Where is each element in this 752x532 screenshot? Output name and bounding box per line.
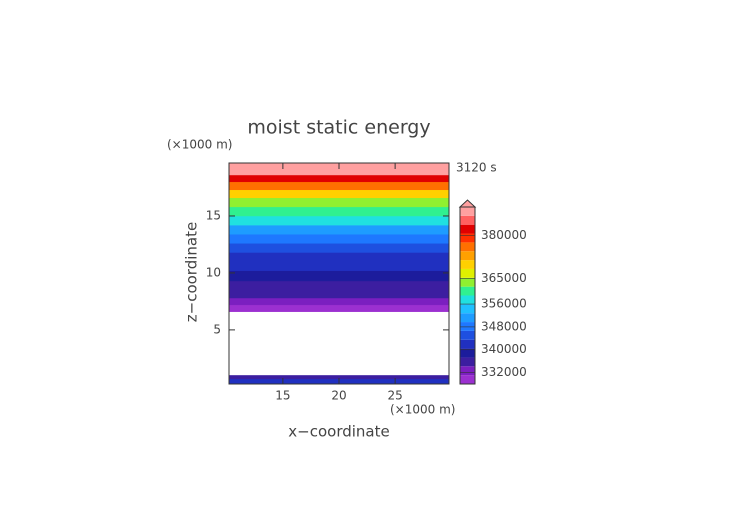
colorbar-extend <box>458 199 477 208</box>
colorbar-tick-label: 348000 <box>481 319 527 333</box>
colorbar-band <box>460 295 475 305</box>
colorbar-band <box>460 304 475 314</box>
y-tick-label: 5 <box>213 322 221 336</box>
colorbar-band <box>460 366 475 376</box>
colorbar-band <box>460 251 475 261</box>
x-tick-label: 25 <box>387 389 402 403</box>
contour-band <box>228 297 450 306</box>
x-tick-label: 20 <box>331 389 346 403</box>
y-unit: (×1000 m) <box>167 138 232 152</box>
colorbar-band <box>460 268 475 278</box>
contour-band <box>228 252 450 262</box>
y-axis-label: z−coordinate <box>183 222 201 322</box>
colorbar-band <box>460 348 475 358</box>
colorbar-band <box>460 260 475 269</box>
x-unit: (×1000 m) <box>390 403 455 417</box>
colorbar-band <box>460 215 475 225</box>
plot-frame <box>228 162 450 385</box>
colorbar-band <box>460 242 475 252</box>
contour-band <box>228 197 450 208</box>
colorbar-band <box>460 286 475 296</box>
contour-band <box>228 174 450 183</box>
colorbar-band <box>460 339 475 349</box>
colorbar-band <box>460 207 475 216</box>
colorbar-band <box>460 330 475 340</box>
colorbar-tick-label: 380000 <box>481 228 527 242</box>
contour-band <box>228 233 450 244</box>
contour-band <box>228 170 450 176</box>
contour-band <box>228 243 450 253</box>
contour-band <box>228 261 450 271</box>
colorbar-band <box>460 277 475 287</box>
colorbar-band <box>460 375 475 384</box>
contour-band <box>228 224 450 235</box>
contour-band <box>228 289 450 299</box>
contour-band <box>228 206 450 217</box>
colorbar-band <box>460 233 475 243</box>
colorbar-tick-label: 332000 <box>481 365 527 379</box>
colorbar-band <box>460 224 475 234</box>
contour-band <box>228 189 450 198</box>
colorbar-tick-label: 340000 <box>481 342 527 356</box>
contour-band <box>228 304 450 312</box>
time-label: 3120 s <box>456 161 497 175</box>
colorbar-frame <box>459 206 476 385</box>
contour-band <box>228 215 450 226</box>
y-tick-label: 15 <box>206 208 221 222</box>
x-axis-label: x−coordinate <box>288 423 389 441</box>
chart-title: moist static energy <box>247 117 430 139</box>
contour-band <box>228 181 450 191</box>
contour-band <box>228 270 450 282</box>
colorbar-band <box>460 357 475 367</box>
y-tick-label: 10 <box>206 265 221 279</box>
contour-band <box>228 280 450 291</box>
colorbar-band <box>460 313 475 323</box>
colorbar-band <box>460 322 475 331</box>
colorbar-tick-label: 356000 <box>481 297 527 311</box>
x-tick-label: 15 <box>275 389 290 403</box>
colorbar-tick-label: 365000 <box>481 271 527 285</box>
